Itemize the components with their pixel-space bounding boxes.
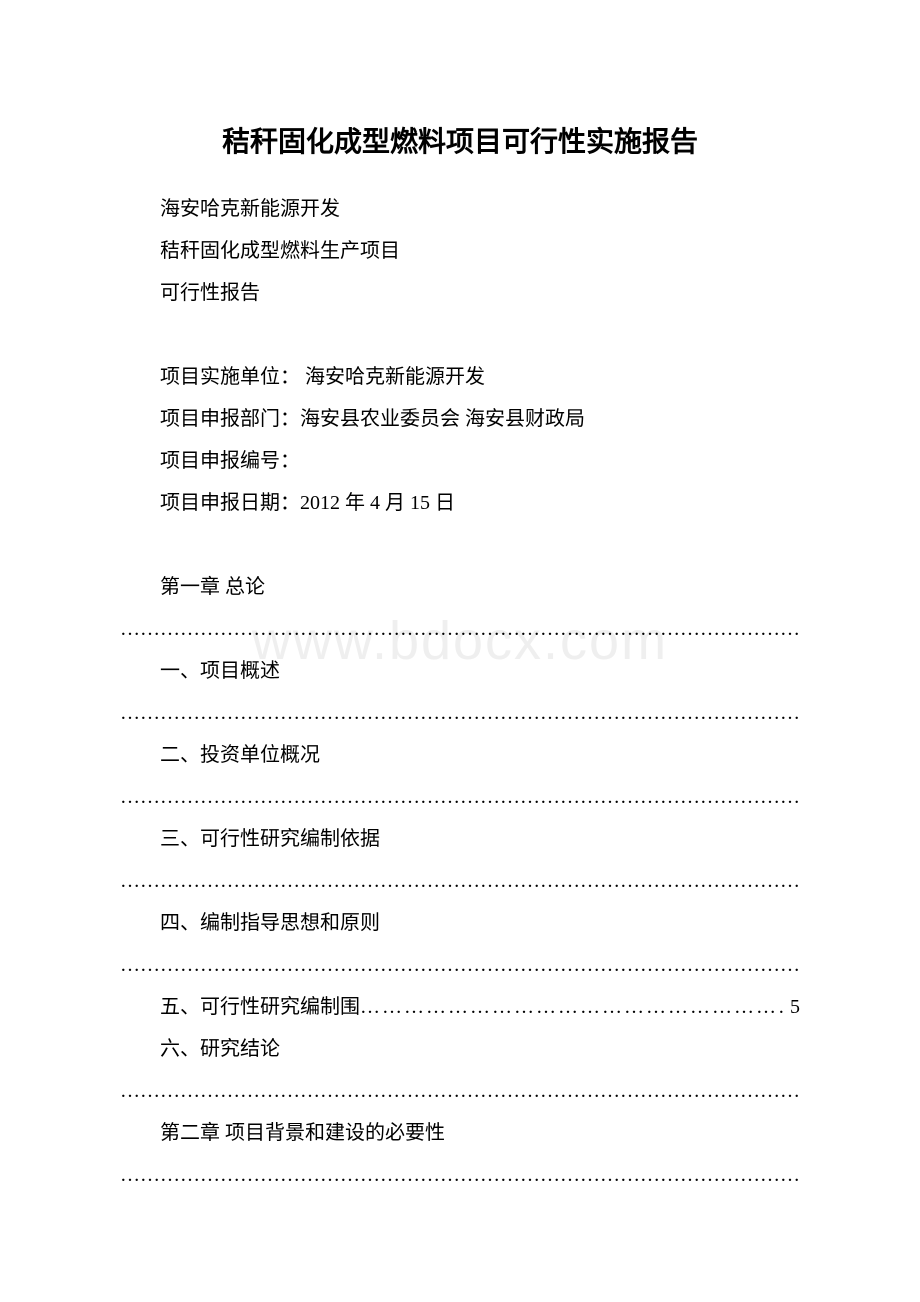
toc-leader-dots: …………………………………………………………………………………………………………… (120, 702, 800, 724)
toc-leader-line: …………………………………………………………………………………………………………… (120, 944, 800, 986)
toc-leader-line: …………………………………………………………………………………………………………… (120, 692, 800, 734)
toc-label: 四、编制指导思想和原则 (120, 902, 800, 944)
toc-entry: 第一章 总论 …………………………………………………………………………………………… (120, 566, 800, 650)
toc-leader-dots: …………………………………………………………………………………………………………… (360, 986, 786, 1028)
toc-leader-dots: …………………………………………………………………………………………………………… (120, 1164, 800, 1186)
toc-label: 五、可行性研究编制围 (120, 986, 360, 1028)
toc-label: 三、可行性研究编制依据 (120, 818, 800, 860)
toc-leader-dots: …………………………………………………………………………………………………………… (120, 870, 800, 892)
toc-leader-dots: …………………………………………………………………………………………………………… (120, 618, 800, 640)
toc-leader-line: …………………………………………………………………………………………………………… (120, 1154, 800, 1196)
table-of-contents: 第一章 总论 …………………………………………………………………………………………… (120, 566, 800, 1196)
toc-leader-line: …………………………………………………………………………………………………………… (120, 608, 800, 650)
toc-entry: 三、可行性研究编制依据 ……………………………………………………………………………… (120, 818, 800, 902)
header-line: 海安哈克新能源开发 (120, 188, 800, 230)
toc-label: 二、投资单位概况 (120, 734, 800, 776)
toc-entry: 五、可行性研究编制围 ……………………………………………………………………………… (120, 986, 800, 1028)
toc-leader-line: …………………………………………………………………………………………………………… (120, 860, 800, 902)
toc-entry: 二、投资单位概况 ……………………………………………………………………………………… (120, 734, 800, 818)
toc-leader-dots: …………………………………………………………………………………………………………… (120, 1080, 800, 1102)
toc-leader-dots: …………………………………………………………………………………………………………… (120, 954, 800, 976)
meta-line: 项目申报编号： (120, 440, 800, 482)
toc-entry: 一、项目概述 …………………………………………………………………………………………… (120, 650, 800, 734)
header-line: 秸秆固化成型燃料生产项目 (120, 230, 800, 272)
toc-leader-line: …………………………………………………………………………………………………………… (120, 1070, 800, 1112)
spacer (120, 524, 800, 566)
toc-label: 一、项目概述 (120, 650, 800, 692)
meta-line: 项目申报部门：海安县农业委员会 海安县财政局 (120, 398, 800, 440)
toc-label: 第一章 总论 (120, 566, 800, 608)
header-line: 可行性报告 (120, 272, 800, 314)
document-content: 秸秆固化成型燃料项目可行性实施报告 海安哈克新能源开发 秸秆固化成型燃料生产项目… (120, 120, 800, 1196)
toc-entry: 六、研究结论 …………………………………………………………………………………………… (120, 1028, 800, 1112)
toc-page-number: 5 (786, 986, 800, 1028)
meta-line: 项目实施单位： 海安哈克新能源开发 (120, 356, 800, 398)
toc-leader-dots: …………………………………………………………………………………………………………… (120, 786, 800, 808)
toc-entry: 第二章 项目背景和建设的必要性 …………………………………………………………………… (120, 1112, 800, 1196)
meta-line: 项目申报日期：2012 年 4 月 15 日 (120, 482, 800, 524)
toc-label: 第二章 项目背景和建设的必要性 (120, 1112, 800, 1154)
document-title: 秸秆固化成型燃料项目可行性实施报告 (120, 120, 800, 160)
toc-label: 六、研究结论 (120, 1028, 800, 1070)
toc-leader-line: …………………………………………………………………………………………………………… (120, 776, 800, 818)
spacer (120, 314, 800, 356)
toc-entry: 四、编制指导思想和原则 ……………………………………………………………………………… (120, 902, 800, 986)
